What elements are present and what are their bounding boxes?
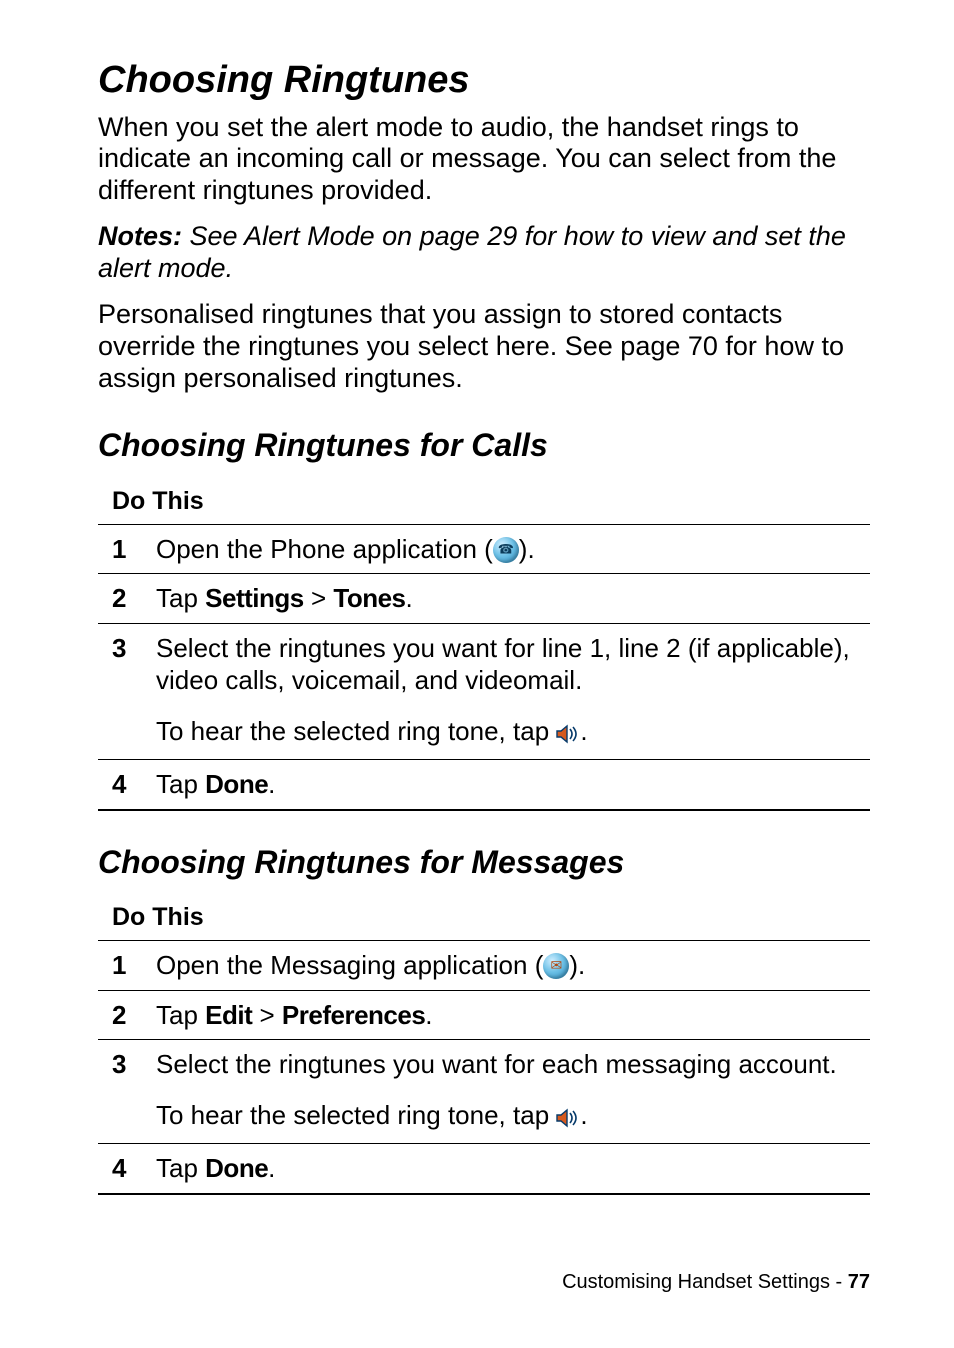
step-sub-pre: To hear the selected ring tone, tap	[156, 716, 556, 746]
phone-app-icon	[493, 537, 519, 563]
step-sub-text: To hear the selected ring tone, tap .	[156, 1099, 870, 1136]
speaker-icon	[556, 1103, 580, 1136]
step-part: Tap	[156, 1153, 205, 1183]
step-text: Tap Settings > Tones.	[156, 582, 870, 615]
section-heading-calls: Choosing Ringtunes for Calls	[98, 426, 870, 464]
step-part: .	[268, 769, 275, 799]
notes-paragraph: Notes: See Alert Mode on page 29 for how…	[98, 221, 870, 285]
step-text: Tap Edit > Preferences.	[156, 999, 870, 1032]
step-text-pre: Open the Messaging application (	[156, 950, 543, 980]
step-number: 2	[112, 999, 156, 1032]
step-row: 1 Open the Messaging application ().	[98, 941, 870, 991]
step-part: .	[406, 583, 413, 613]
ui-label-done: Done	[205, 1153, 268, 1183]
step-row: 4 Tap Done.	[98, 1144, 870, 1195]
step-text: Select the ringtunes you want for line 1…	[156, 632, 870, 752]
step-text-post: ).	[519, 534, 535, 564]
step-number: 4	[112, 1152, 156, 1185]
step-text: Select the ringtunes you want for each m…	[156, 1048, 870, 1135]
step-part: Tap	[156, 583, 205, 613]
step-number: 1	[112, 949, 156, 982]
step-part: Tap	[156, 769, 205, 799]
step-row: 1 Open the Phone application ().	[98, 525, 870, 575]
step-row: 2 Tap Edit > Preferences.	[98, 991, 870, 1041]
step-sub-pre: To hear the selected ring tone, tap	[156, 1100, 556, 1130]
step-number: 3	[112, 632, 156, 665]
do-this-header: Do This	[98, 895, 870, 941]
step-sub-text: To hear the selected ring tone, tap .	[156, 715, 870, 752]
step-part: .	[268, 1153, 275, 1183]
ui-label-preferences: Preferences	[282, 1000, 425, 1030]
step-text: Open the Messaging application ().	[156, 949, 870, 982]
step-number: 3	[112, 1048, 156, 1081]
step-row: 4 Tap Done.	[98, 760, 870, 811]
step-sub-post: .	[580, 716, 587, 746]
ui-label-edit: Edit	[205, 1000, 252, 1030]
step-part: Tap	[156, 1000, 205, 1030]
step-part: >	[304, 583, 334, 613]
footer-section: Customising Handset Settings -	[562, 1271, 848, 1293]
step-row: 2 Tap Settings > Tones.	[98, 574, 870, 624]
ui-label-done: Done	[205, 769, 268, 799]
override-paragraph: Personalised ringtunes that you assign t…	[98, 299, 870, 395]
step-text: Open the Phone application ().	[156, 533, 870, 566]
ui-label-tones: Tones	[333, 583, 405, 613]
page-title: Choosing Ringtunes	[98, 58, 870, 104]
step-text-pre: Open the Phone application (	[156, 534, 493, 564]
messaging-app-icon	[543, 953, 569, 979]
calls-steps-table: Do This 1 Open the Phone application ().…	[98, 479, 870, 811]
notes-label: Notes:	[98, 221, 182, 251]
step-part: >	[252, 1000, 282, 1030]
section-heading-messages: Choosing Ringtunes for Messages	[98, 843, 870, 881]
step-sub-post: .	[580, 1100, 587, 1130]
page-number: 77	[848, 1271, 870, 1293]
step-number: 2	[112, 582, 156, 615]
ui-label-settings: Settings	[205, 583, 304, 613]
step-main-text: Select the ringtunes you want for each m…	[156, 1048, 870, 1081]
step-row: 3 Select the ringtunes you want for each…	[98, 1040, 870, 1144]
speaker-icon	[556, 719, 580, 752]
do-this-header: Do This	[98, 479, 870, 525]
step-text: Tap Done.	[156, 768, 870, 801]
step-text: Tap Done.	[156, 1152, 870, 1185]
intro-paragraph: When you set the alert mode to audio, th…	[98, 112, 870, 208]
step-part: .	[425, 1000, 432, 1030]
page-footer: Customising Handset Settings - 77	[562, 1271, 870, 1294]
step-number: 4	[112, 768, 156, 801]
step-number: 1	[112, 533, 156, 566]
step-main-text: Select the ringtunes you want for line 1…	[156, 632, 870, 697]
step-text-post: ).	[569, 950, 585, 980]
notes-body: See Alert Mode on page 29 for how to vie…	[98, 221, 846, 283]
messages-steps-table: Do This 1 Open the Messaging application…	[98, 895, 870, 1195]
step-row: 3 Select the ringtunes you want for line…	[98, 624, 870, 761]
